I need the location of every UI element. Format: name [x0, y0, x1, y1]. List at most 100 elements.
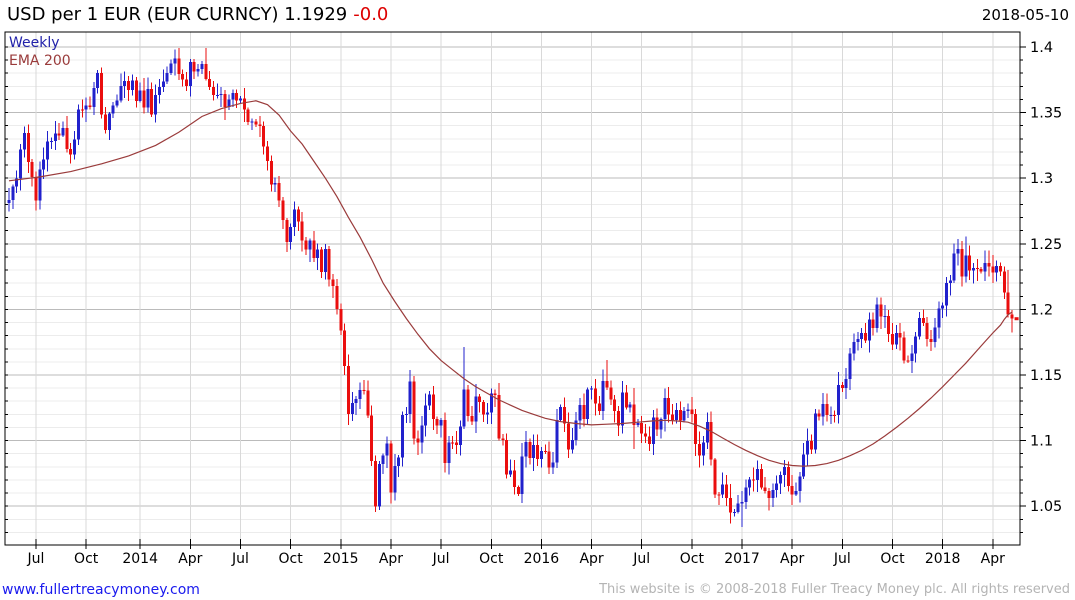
candle [211, 87, 215, 96]
candle [285, 219, 289, 242]
candle [605, 381, 609, 388]
candle [829, 414, 833, 416]
candle [570, 440, 574, 450]
candle [200, 64, 204, 69]
candle [840, 384, 844, 388]
candle [825, 403, 829, 415]
candle [466, 389, 470, 417]
candle [863, 332, 867, 341]
candle [678, 409, 682, 421]
candle [636, 422, 640, 426]
candle [296, 209, 300, 222]
candle [925, 322, 929, 339]
candle [420, 425, 424, 443]
x-tick-label: Jul [632, 551, 650, 567]
candle [705, 422, 709, 443]
candle [169, 63, 173, 73]
candle [277, 183, 281, 201]
candle [482, 401, 486, 415]
x-tick-label: Apr [579, 551, 603, 567]
candle [219, 93, 223, 95]
candle [914, 336, 918, 354]
candle [601, 381, 605, 412]
candle [370, 415, 374, 462]
candle [11, 186, 15, 200]
candle [165, 72, 169, 82]
candle [350, 402, 354, 414]
candle [408, 381, 412, 415]
candle [489, 393, 493, 413]
candle [204, 64, 208, 79]
candle [327, 248, 331, 280]
candle [613, 399, 617, 412]
candle [813, 413, 817, 450]
candle [381, 455, 385, 465]
candle [119, 85, 123, 101]
candle [991, 266, 995, 273]
candle [362, 389, 366, 391]
candle [539, 450, 543, 459]
candle [1002, 271, 1006, 293]
candle [100, 72, 104, 115]
candle [300, 221, 304, 241]
candle [138, 90, 142, 102]
candle [667, 397, 671, 415]
candle [366, 390, 370, 416]
candle [979, 269, 983, 272]
candle [262, 125, 266, 147]
candle [566, 423, 570, 450]
candle [478, 396, 482, 402]
candle [806, 440, 810, 455]
candle [184, 79, 188, 86]
candle [123, 80, 127, 86]
candle [512, 470, 516, 488]
candle [215, 94, 219, 96]
candle [906, 360, 910, 362]
candle [223, 93, 227, 108]
candle [524, 441, 528, 457]
candle [771, 490, 775, 498]
candlesticks [7, 47, 1014, 528]
candle [740, 502, 744, 504]
candle [632, 404, 636, 426]
y-tick-label: 1.3 [1030, 171, 1053, 187]
candle [397, 457, 401, 466]
candle [763, 487, 767, 492]
last-close-marker [1014, 317, 1019, 321]
candle [65, 127, 69, 150]
candle [694, 414, 698, 445]
candle [651, 417, 655, 444]
x-tick-label: Jul [833, 551, 851, 567]
chart-legend: Weekly EMA 200 [9, 34, 71, 70]
candle [921, 318, 925, 323]
candle [555, 420, 559, 463]
candle [725, 484, 729, 499]
candle [435, 418, 439, 426]
candle [343, 330, 347, 367]
candle [424, 405, 428, 426]
candle [92, 88, 96, 107]
candle [157, 87, 161, 95]
x-tick-label: Oct [279, 551, 304, 567]
candle [246, 109, 250, 122]
candle [748, 479, 752, 488]
candle [231, 93, 235, 100]
candle [520, 456, 524, 494]
candle [933, 327, 937, 343]
candle [902, 337, 906, 361]
candle [721, 484, 725, 495]
candle [455, 442, 459, 446]
y-tick-label: 1.4 [1030, 40, 1053, 56]
chart-date: 2018-05-10 [981, 6, 1069, 24]
candle [883, 315, 887, 317]
candle [292, 209, 296, 228]
candle [316, 249, 320, 258]
candle [578, 405, 582, 421]
candle [794, 491, 798, 495]
site-link[interactable]: www.fullertreacymoney.com [2, 582, 200, 598]
candle [69, 149, 73, 155]
candle [458, 426, 462, 446]
candle [273, 183, 277, 185]
candle [879, 304, 883, 317]
